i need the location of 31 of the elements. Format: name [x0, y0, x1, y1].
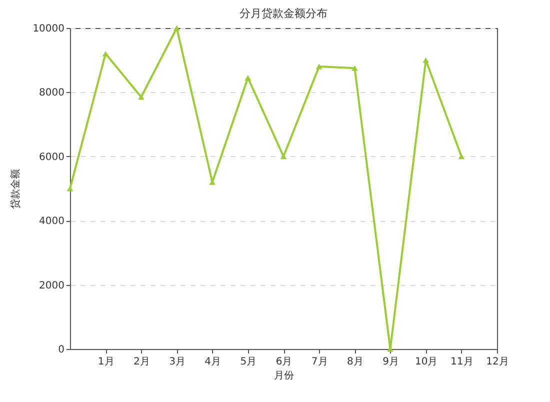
x-tick-label: 10月 — [414, 356, 438, 368]
x-tick-label: 3月 — [169, 356, 186, 368]
x-tick-label: 11月 — [450, 356, 474, 368]
x-tick-label: 1月 — [98, 356, 114, 368]
chart-title: 分月贷款金额分布 — [240, 7, 328, 20]
x-tick-label: 7月 — [311, 356, 328, 368]
x-tick-label: 8月 — [346, 356, 364, 368]
y-tick-label: 8000 — [39, 88, 64, 99]
point — [66, 186, 74, 192]
point — [244, 75, 252, 80]
point — [422, 57, 429, 63]
point — [458, 154, 465, 160]
x-tick-label: 12月 — [486, 356, 509, 368]
x-tick-label: 6月 — [276, 356, 292, 368]
x-tick-label: 2月 — [133, 356, 150, 368]
y-tick-label: 0 — [58, 344, 64, 356]
point — [174, 25, 180, 31]
y-tick-label: 4000 — [39, 216, 64, 228]
y-axis-title: 贷款金额 — [10, 169, 22, 209]
x-tick-label: 5月 — [240, 356, 257, 368]
point — [102, 50, 109, 56]
point — [280, 154, 287, 160]
x-tick-label: 4月 — [204, 356, 222, 368]
y-tick-label: 6000 — [39, 152, 64, 163]
x-axis-title: 月份 — [274, 370, 294, 382]
y-tick-label: 10000 — [32, 24, 64, 34]
point — [138, 94, 144, 100]
point — [352, 65, 358, 71]
point — [316, 64, 322, 70]
x-tick-label: 9月 — [382, 356, 399, 368]
y-tick-label: 2000 — [39, 280, 64, 292]
